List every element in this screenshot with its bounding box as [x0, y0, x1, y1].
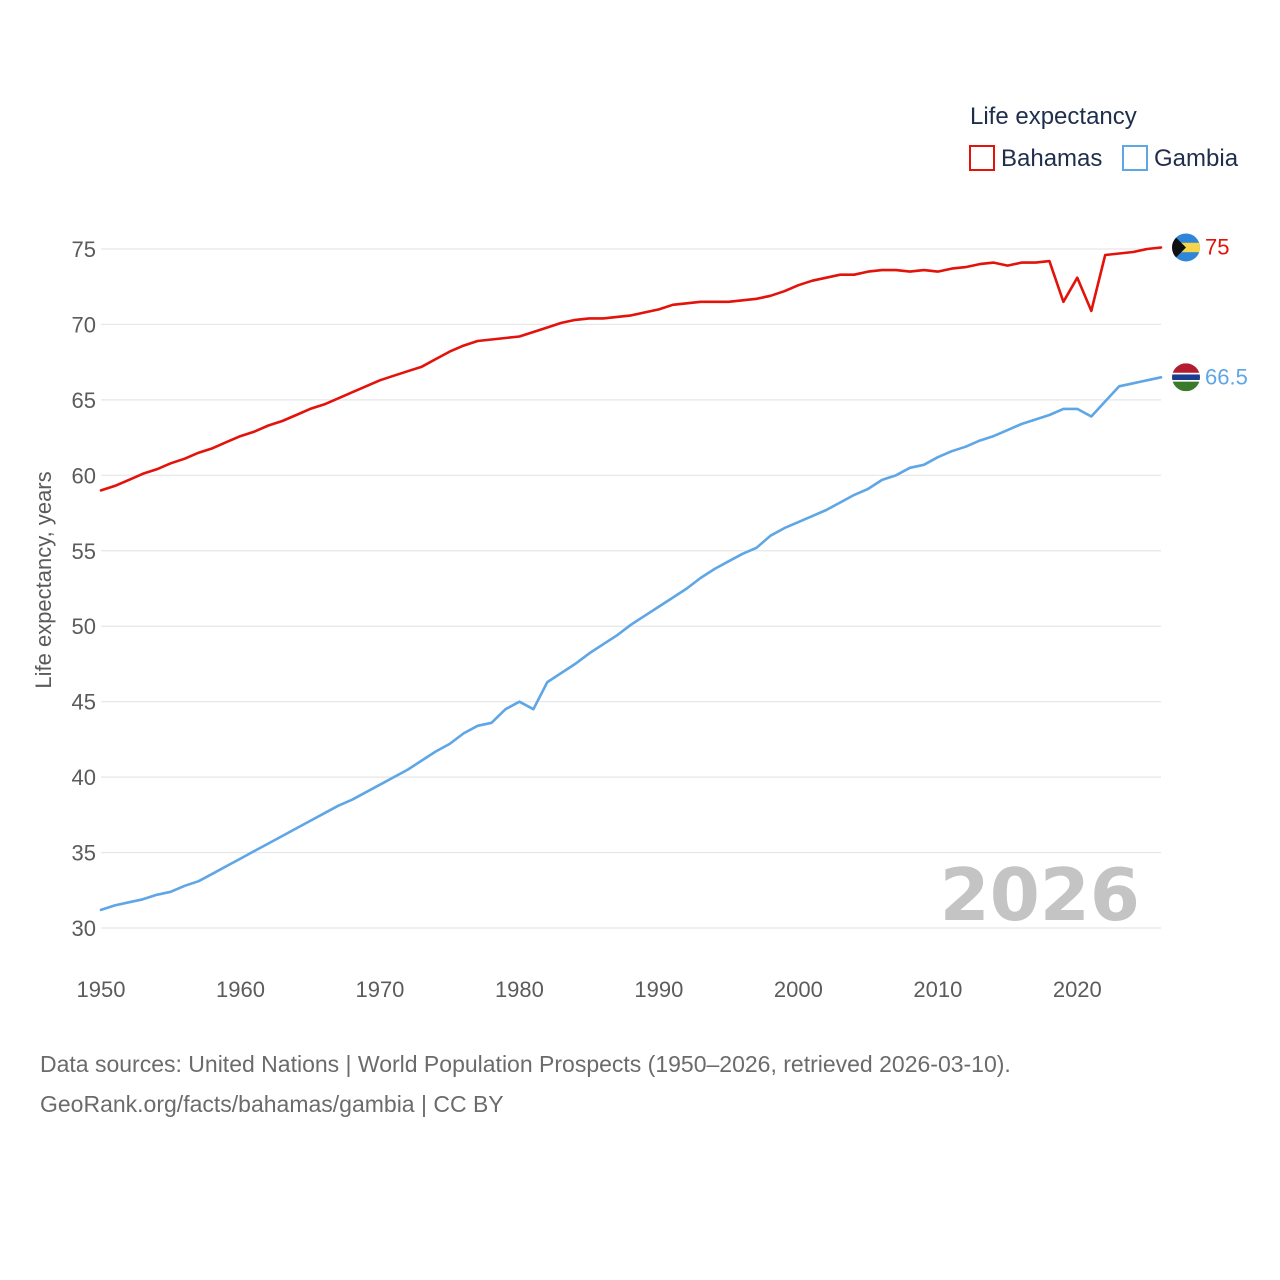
legend-label-bahamas: Bahamas: [1001, 145, 1102, 172]
y-tick-label: 55: [72, 539, 96, 564]
x-tick-label: 1970: [355, 977, 404, 1002]
legend: Life expectancy Bahamas Gambia: [969, 103, 1239, 172]
gridlines: [101, 248, 1161, 929]
legend-item-bahamas[interactable]: Bahamas: [969, 145, 1102, 172]
y-tick-label: 75: [72, 237, 96, 262]
end-label-bahamas: 75: [1205, 234, 1229, 259]
y-tick-label: 45: [72, 690, 96, 715]
x-tick-label: 2000: [774, 977, 823, 1002]
x-tick-label: 2020: [1053, 977, 1102, 1002]
series-line-bahamas[interactable]: [99, 246, 1163, 492]
y-tick-label: 30: [72, 916, 96, 941]
gambia-flag-icon: [1172, 363, 1200, 392]
legend-swatch-bahamas: [969, 145, 995, 171]
chart-footer: Data sources: United Nations | World Pop…: [40, 1044, 1240, 1124]
x-tick-label: 2010: [913, 977, 962, 1002]
series-line-gambia[interactable]: [99, 375, 1163, 912]
legend-item-gambia[interactable]: Gambia: [1122, 145, 1239, 172]
y-tick-label: 60: [72, 463, 96, 488]
y-axis-ticks: 30 35 40 45 50 55 60 65 70 75: [72, 237, 96, 941]
x-tick-label: 1950: [77, 977, 126, 1002]
y-tick-label: 50: [72, 614, 96, 639]
y-tick-label: 65: [72, 388, 96, 413]
data-sources-text: Data sources: United Nations | World Pop…: [40, 1051, 1011, 1077]
line-chart: Life expectancy Bahamas Gambia Life expe…: [31, 103, 1248, 1002]
y-tick-label: 40: [72, 765, 96, 790]
x-tick-label: 1990: [634, 977, 683, 1002]
x-tick-label: 1960: [216, 977, 265, 1002]
x-axis-ticks: 1950 1960 1970 1980 1990 2000 2010 2020: [77, 977, 1102, 1002]
bahamas-flag-icon: [1172, 233, 1200, 262]
y-tick-label: 70: [72, 312, 96, 337]
legend-title: Life expectancy: [970, 103, 1137, 130]
x-tick-label: 1980: [495, 977, 544, 1002]
attribution-text: GeoRank.org/facts/bahamas/gambia | CC BY: [40, 1091, 504, 1117]
current-year-watermark: 2026: [940, 853, 1140, 937]
series-lines: [99, 246, 1163, 912]
y-tick-label: 35: [72, 841, 96, 866]
end-label-gambia: 66.5: [1205, 364, 1248, 389]
legend-label-gambia: Gambia: [1154, 145, 1239, 172]
legend-swatch-gambia: [1122, 145, 1148, 171]
y-axis-label: Life expectancy, years: [31, 471, 56, 688]
